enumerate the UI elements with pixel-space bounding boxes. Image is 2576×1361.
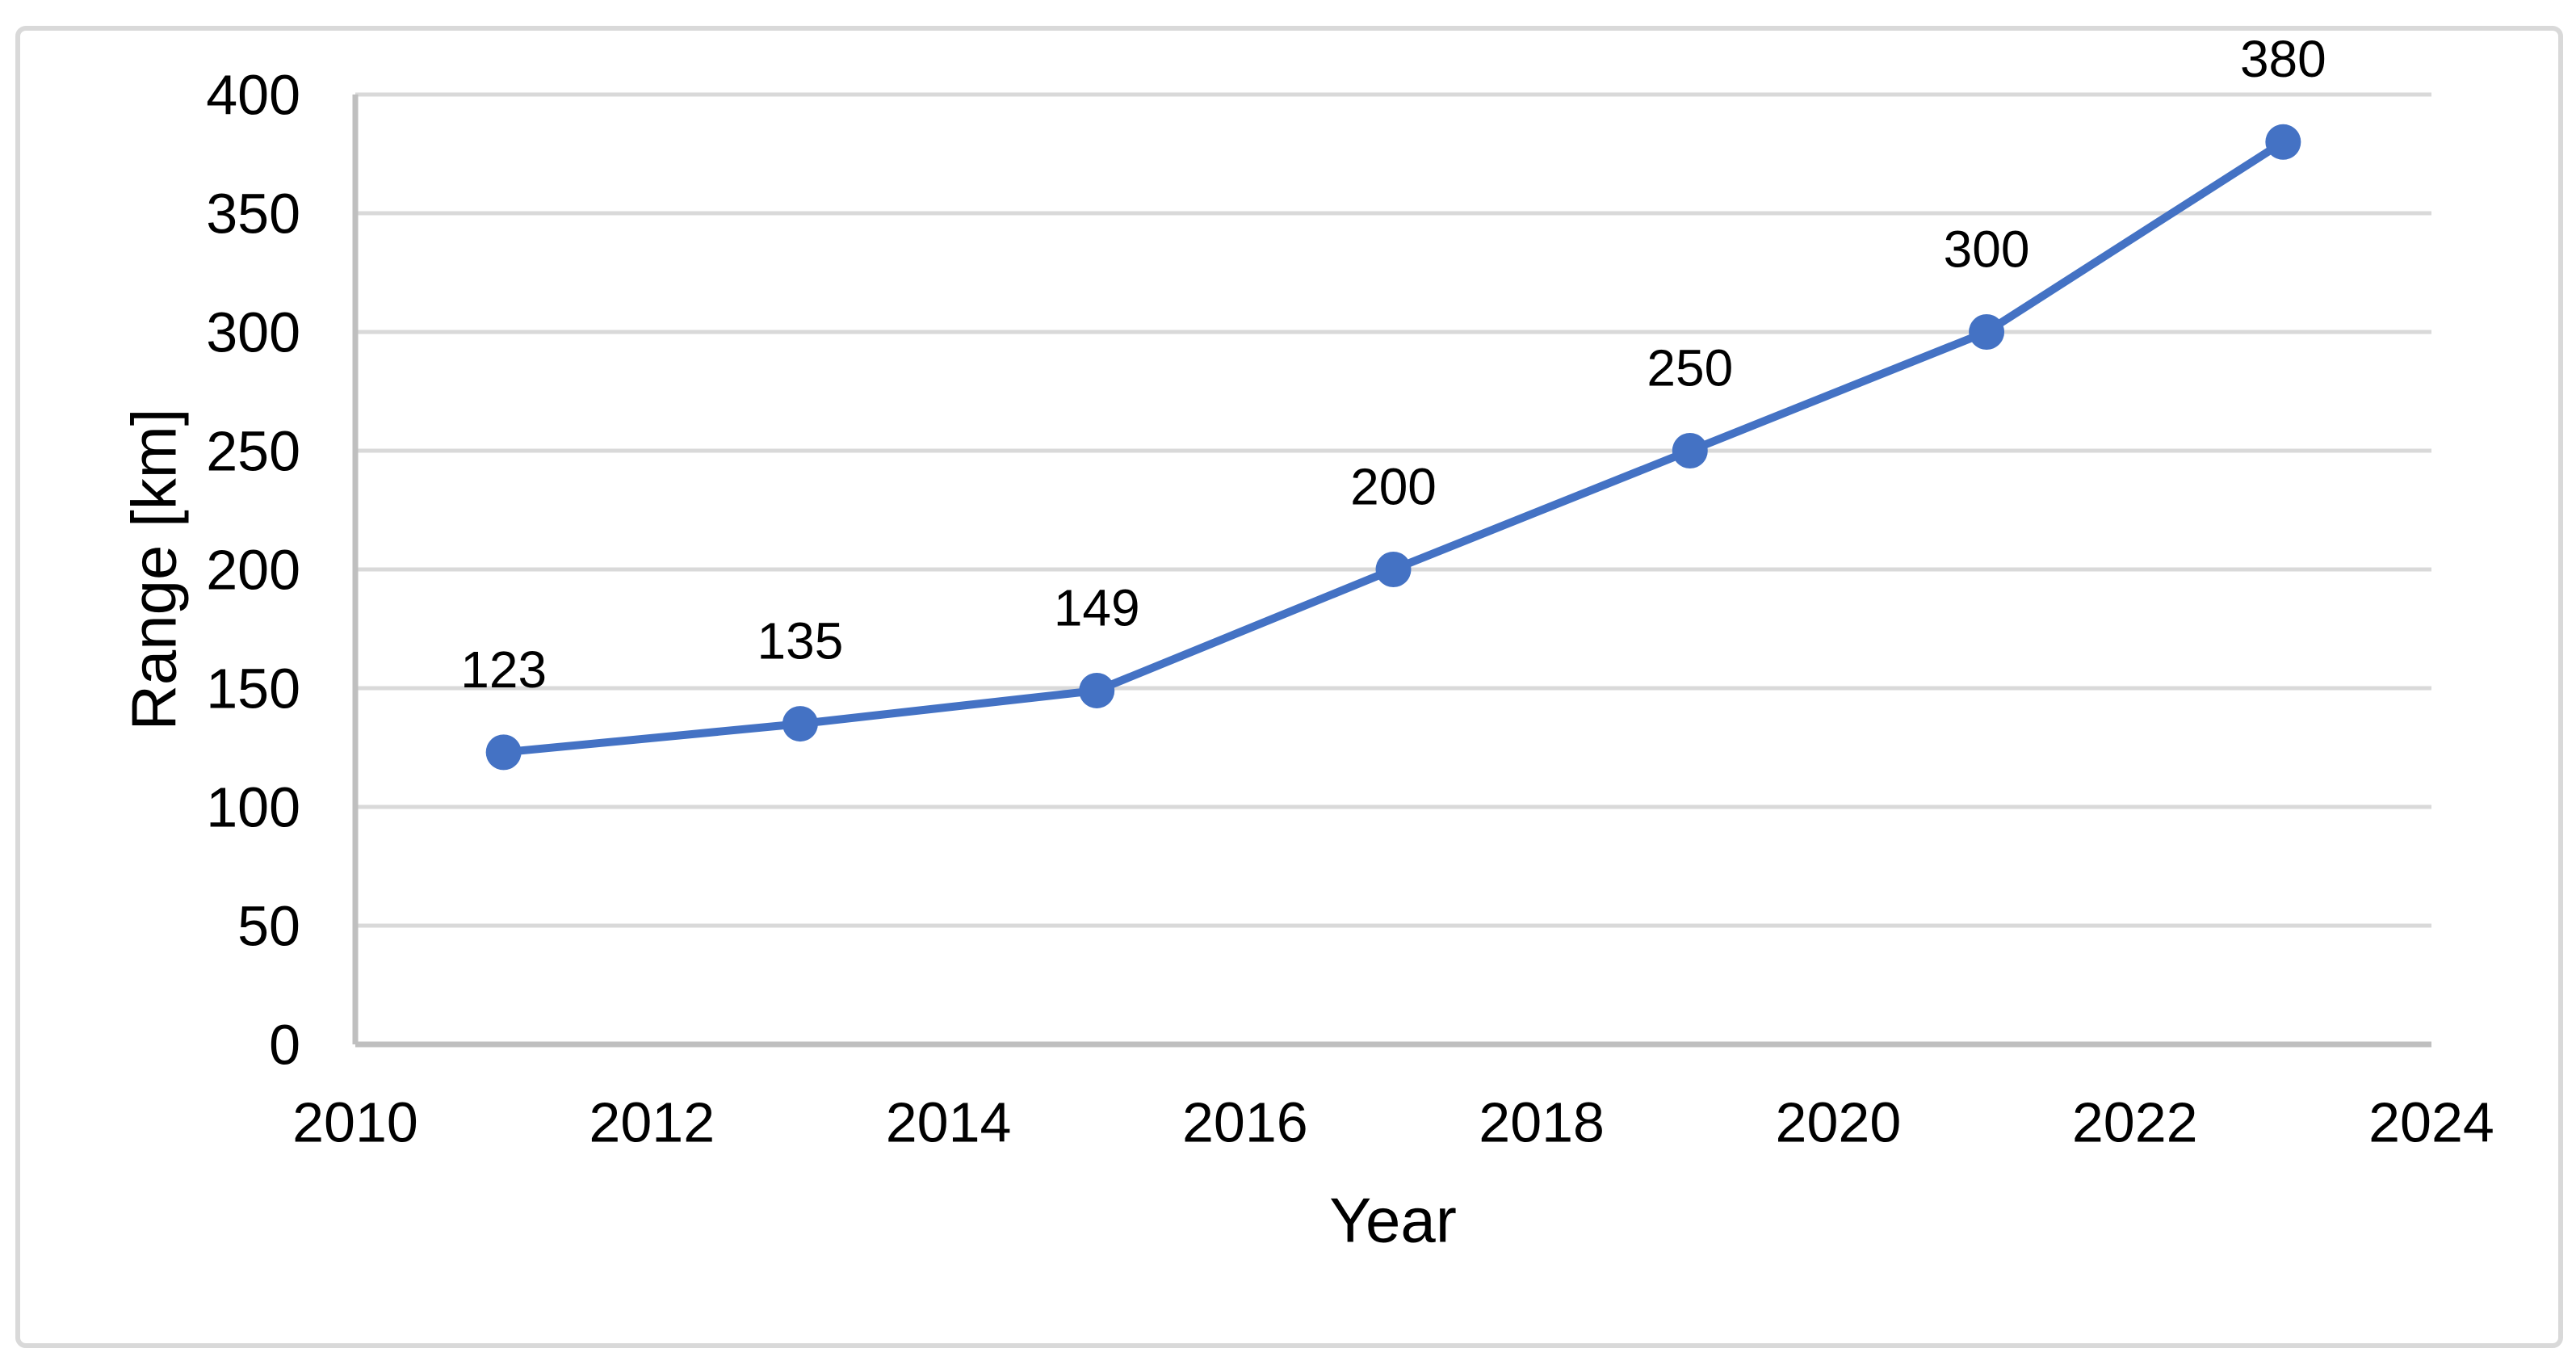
data-point-label: 123 <box>460 641 547 699</box>
data-point-label: 380 <box>2240 30 2326 88</box>
data-point-marker <box>1079 672 1115 708</box>
y-tick-label: 400 <box>206 64 300 127</box>
x-tick-labels-group: 2010 2012 2014 2016 2018 2020 2022 2024 <box>292 1091 2494 1154</box>
data-point-marker <box>1375 552 1412 587</box>
series-group <box>485 124 2301 771</box>
x-tick-label: 2016 <box>1182 1091 1308 1154</box>
x-tick-label: 2024 <box>2368 1091 2494 1154</box>
y-tick-label: 350 <box>206 183 300 246</box>
x-tick-label: 2014 <box>886 1091 1012 1154</box>
x-tick-label: 2018 <box>1479 1091 1605 1154</box>
y-tick-label: 300 <box>206 301 300 364</box>
data-point-marker <box>2265 124 2301 160</box>
y-tick-label: 150 <box>206 657 300 720</box>
x-tick-label: 2012 <box>589 1091 715 1154</box>
y-tick-label: 0 <box>269 1014 300 1077</box>
data-labels-group: 123 135 149 200 250 300 380 <box>460 30 2326 699</box>
data-point-marker <box>1969 314 2005 350</box>
x-tick-label: 2010 <box>292 1091 418 1154</box>
y-tick-labels-group: 0 50 100 150 200 250 300 350 400 <box>206 64 300 1077</box>
y-tick-label: 200 <box>206 539 300 602</box>
data-point-marker <box>782 706 818 742</box>
data-point-label: 250 <box>1647 338 1733 397</box>
y-tick-label: 250 <box>206 420 300 483</box>
x-tick-label: 2020 <box>1776 1091 1902 1154</box>
data-point-marker <box>485 734 522 771</box>
data-point-label: 149 <box>1054 578 1140 636</box>
data-point-label: 135 <box>757 612 844 670</box>
axes-group <box>352 95 2431 1048</box>
data-point-marker <box>1672 433 1708 468</box>
y-tick-label: 100 <box>206 776 300 839</box>
y-axis-title: Range [km] <box>118 409 189 731</box>
data-point-label: 300 <box>1944 220 2030 278</box>
x-axis-title: Year <box>1329 1184 1457 1255</box>
x-tick-label: 2022 <box>2072 1091 2198 1154</box>
y-tick-label: 50 <box>237 895 300 958</box>
data-point-label: 200 <box>1350 457 1437 515</box>
gridlines-group <box>355 92 2431 928</box>
